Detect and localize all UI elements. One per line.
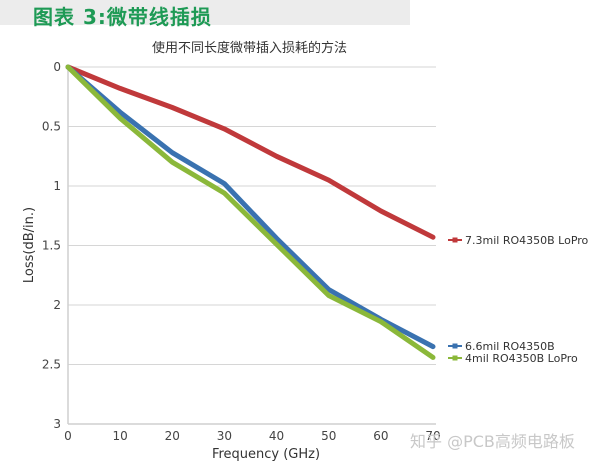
figure-label: 图表 3:微带线插损 bbox=[33, 5, 212, 29]
x-tick-label: 60 bbox=[373, 429, 388, 443]
watermark: 知乎 @PCB高频电路板 bbox=[410, 432, 575, 451]
y-tick-label: 2 bbox=[53, 298, 61, 312]
figure-header-band bbox=[0, 0, 410, 25]
y-tick-label: 1.5 bbox=[42, 239, 61, 253]
y-tick-label: 2.5 bbox=[42, 358, 61, 372]
x-tick-label: 50 bbox=[321, 429, 336, 443]
y-tick-label: 1 bbox=[53, 179, 61, 193]
series-line bbox=[65, 64, 436, 360]
legend-marker bbox=[452, 237, 458, 243]
series-line bbox=[65, 64, 436, 350]
y-tick-label: 0 bbox=[53, 60, 61, 74]
series-line bbox=[65, 64, 436, 240]
x-tick-label: 30 bbox=[217, 429, 232, 443]
x-tick-label: 70 bbox=[425, 429, 440, 443]
x-tick-label: 40 bbox=[269, 429, 284, 443]
x-tick-label: 20 bbox=[165, 429, 180, 443]
y-tick-labels: 0 0.5 1 1.5 2 2.5 3 bbox=[42, 60, 61, 431]
legend-label: 4mil RO4350B LoPro bbox=[465, 352, 578, 365]
legend-marker bbox=[452, 355, 458, 361]
legend-label: 7.3mil RO4350B LoPro bbox=[465, 234, 589, 247]
x-axis-label: Frequency (GHz) bbox=[212, 447, 320, 462]
x-tick-label: 10 bbox=[113, 429, 128, 443]
y-tick-label: 0.5 bbox=[42, 120, 61, 134]
y-tick-label: 3 bbox=[53, 417, 61, 431]
chart-title: 使用不同长度微带插入损耗的方法 bbox=[152, 41, 348, 56]
legend-marker bbox=[452, 343, 458, 349]
data-series bbox=[65, 64, 436, 360]
y-axis-label: Loss(dB/in.) bbox=[22, 207, 37, 283]
x-tick-label: 0 bbox=[64, 429, 72, 443]
legend-label: 6.6mil RO4350B bbox=[465, 340, 555, 353]
x-tick-labels: 0 10 20 30 40 50 60 70 bbox=[64, 429, 440, 443]
